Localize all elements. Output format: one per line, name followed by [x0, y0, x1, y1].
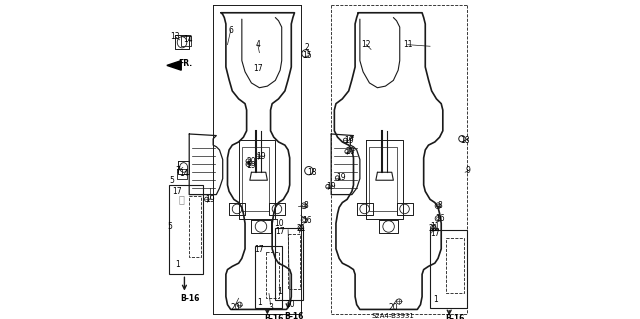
- Text: 19: 19: [256, 152, 266, 161]
- Text: 21: 21: [429, 224, 438, 233]
- Bar: [266, 252, 278, 298]
- Text: 5: 5: [167, 222, 172, 231]
- Bar: [275, 228, 303, 300]
- Text: 21: 21: [296, 224, 306, 233]
- Text: 19: 19: [246, 161, 256, 170]
- Text: 17: 17: [172, 187, 182, 196]
- Text: 8: 8: [303, 201, 308, 210]
- Text: 17: 17: [255, 245, 264, 254]
- Text: 16: 16: [303, 216, 312, 225]
- Text: 19: 19: [205, 195, 215, 204]
- Bar: [170, 185, 203, 274]
- Text: 19: 19: [344, 136, 353, 145]
- Text: B-16: B-16: [284, 312, 303, 319]
- Text: 14: 14: [179, 169, 189, 178]
- Text: 8: 8: [437, 201, 442, 210]
- Text: 1: 1: [277, 287, 282, 296]
- Text: 11: 11: [430, 222, 440, 231]
- Text: 15: 15: [303, 51, 312, 60]
- Text: 10: 10: [285, 300, 294, 309]
- Bar: [189, 196, 202, 257]
- Text: B-16: B-16: [264, 314, 284, 319]
- Text: 18: 18: [460, 136, 470, 145]
- Text: B-16: B-16: [180, 294, 200, 303]
- Bar: [288, 234, 300, 289]
- Text: 17: 17: [431, 229, 440, 238]
- Bar: [255, 246, 282, 308]
- Text: 20: 20: [230, 303, 240, 312]
- Text: 19: 19: [336, 173, 346, 182]
- Bar: [430, 230, 467, 308]
- Text: 11: 11: [403, 40, 412, 49]
- Text: 3: 3: [268, 303, 273, 312]
- Text: 16: 16: [435, 214, 444, 223]
- Text: 4: 4: [255, 40, 260, 49]
- Bar: [446, 238, 463, 293]
- Text: 1: 1: [433, 295, 438, 304]
- Text: 1: 1: [257, 298, 262, 307]
- Text: 2: 2: [305, 43, 310, 52]
- Text: 20: 20: [388, 303, 398, 312]
- Text: 18: 18: [307, 168, 317, 177]
- Text: 14: 14: [183, 35, 193, 44]
- Text: 10: 10: [275, 219, 284, 228]
- Text: 6: 6: [228, 26, 233, 35]
- Text: 1: 1: [175, 260, 179, 269]
- Polygon shape: [167, 61, 181, 70]
- Text: 9: 9: [466, 166, 471, 175]
- Text: 13: 13: [170, 32, 180, 41]
- Text: ⬛: ⬛: [179, 194, 184, 204]
- Text: 20: 20: [246, 157, 256, 166]
- Text: 5: 5: [170, 176, 174, 185]
- Text: 17: 17: [275, 227, 285, 236]
- Bar: [369, 147, 397, 211]
- Text: FR.: FR.: [178, 59, 192, 68]
- Text: 20: 20: [346, 147, 355, 156]
- Text: B-16: B-16: [445, 314, 465, 319]
- Text: 17: 17: [253, 64, 262, 73]
- Text: S2A4-B3931: S2A4-B3931: [372, 313, 415, 319]
- Text: 7: 7: [175, 166, 180, 175]
- Text: 12: 12: [362, 40, 371, 49]
- Bar: [242, 147, 269, 211]
- Text: 19: 19: [326, 182, 336, 191]
